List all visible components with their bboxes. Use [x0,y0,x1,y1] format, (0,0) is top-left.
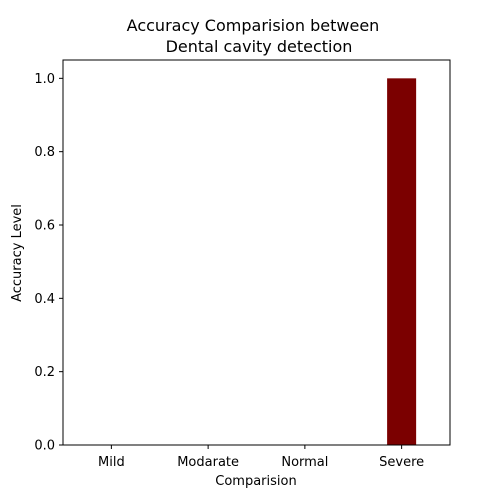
y-tick-label: 0.6 [34,219,55,234]
bars-group [387,78,417,445]
x-tick-label-modarate: Modarate [177,455,239,470]
x-axis-ticks: Mild Modarate Normal Severe [98,445,424,470]
chart-title-line-1: Accuracy Comparision between [127,16,380,35]
chart-title: Accuracy Comparision between Dental cavi… [127,16,380,56]
y-tick-label: 0.0 [34,439,55,454]
y-tick-label: 0.8 [34,145,55,160]
x-tick-label-normal: Normal [281,455,328,470]
x-axis-label: Comparision [215,474,296,489]
x-tick-label-severe: Severe [379,455,424,470]
chart-title-line-2: Dental cavity detection [166,37,353,56]
plot-frame [62,59,451,446]
y-axis-label: Accuracy Level [10,204,25,302]
bar-severe [387,78,417,445]
x-tick-label-mild: Mild [98,455,125,470]
y-axis-ticks: 0.0 0.2 0.4 0.6 0.8 1.0 [34,72,63,454]
y-tick-label: 0.4 [34,292,55,307]
y-tick-label: 0.2 [34,365,55,380]
y-tick-label: 1.0 [34,72,55,87]
